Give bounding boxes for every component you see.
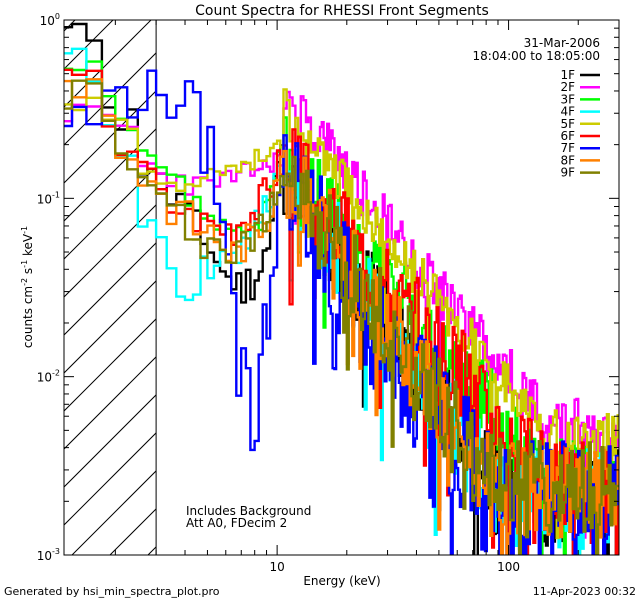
hatch-line bbox=[64, 20, 76, 32]
legend-label-2F: 2F bbox=[560, 80, 575, 94]
legend-label-3F: 3F bbox=[560, 92, 575, 106]
series-9F bbox=[64, 79, 619, 555]
legend-label-9F: 9F bbox=[560, 166, 575, 180]
legend-label-6F: 6F bbox=[560, 129, 575, 143]
legend-label-4F: 4F bbox=[560, 105, 575, 119]
annotation-background: Includes Background bbox=[186, 504, 311, 518]
series-group bbox=[64, 22, 619, 555]
series-6F bbox=[64, 68, 619, 555]
annotation-attenuator: Att A0, FDecim 2 bbox=[186, 516, 287, 530]
axis-ticks: 10 100 100 10-1 10-2 10-3 bbox=[37, 12, 620, 574]
hatch-line bbox=[64, 20, 152, 108]
y-tick-label: 10-1 bbox=[37, 190, 60, 206]
chart-title: Count Spectra for RHESSI Front Segments bbox=[195, 3, 489, 19]
series-5F bbox=[64, 88, 619, 540]
header-time-range: 18:04:00 to 18:05:00 bbox=[473, 49, 600, 63]
hatch-line bbox=[64, 242, 157, 336]
plot-frame bbox=[63, 19, 620, 556]
hatch-line bbox=[64, 432, 157, 526]
legend-label-5F: 5F bbox=[560, 117, 575, 131]
hatch-line bbox=[64, 166, 157, 260]
y-axis-label: counts cm-2 s-1 keV-1 bbox=[20, 226, 35, 348]
x-axis-label: Energy (keV) bbox=[303, 574, 380, 588]
footer-generated-by: Generated by hsi_min_spectra_plot.pro bbox=[4, 585, 220, 598]
hatch-line bbox=[64, 394, 157, 488]
y-tick-label: 10-3 bbox=[37, 547, 60, 563]
legend-label-8F: 8F bbox=[560, 153, 575, 167]
y-tick-label: 100 bbox=[40, 12, 60, 28]
legend-label-1F: 1F bbox=[560, 68, 575, 82]
x-tick-label: 10 bbox=[269, 560, 284, 574]
header-date: 31-Mar-2006 bbox=[524, 36, 600, 50]
y-tick-label: 10-2 bbox=[37, 369, 60, 385]
hatch-line bbox=[64, 204, 157, 298]
footer-timestamp: 11-Apr-2023 00:32 bbox=[533, 585, 636, 598]
legend-label-7F: 7F bbox=[560, 141, 575, 155]
x-tick-label: 100 bbox=[497, 560, 520, 574]
